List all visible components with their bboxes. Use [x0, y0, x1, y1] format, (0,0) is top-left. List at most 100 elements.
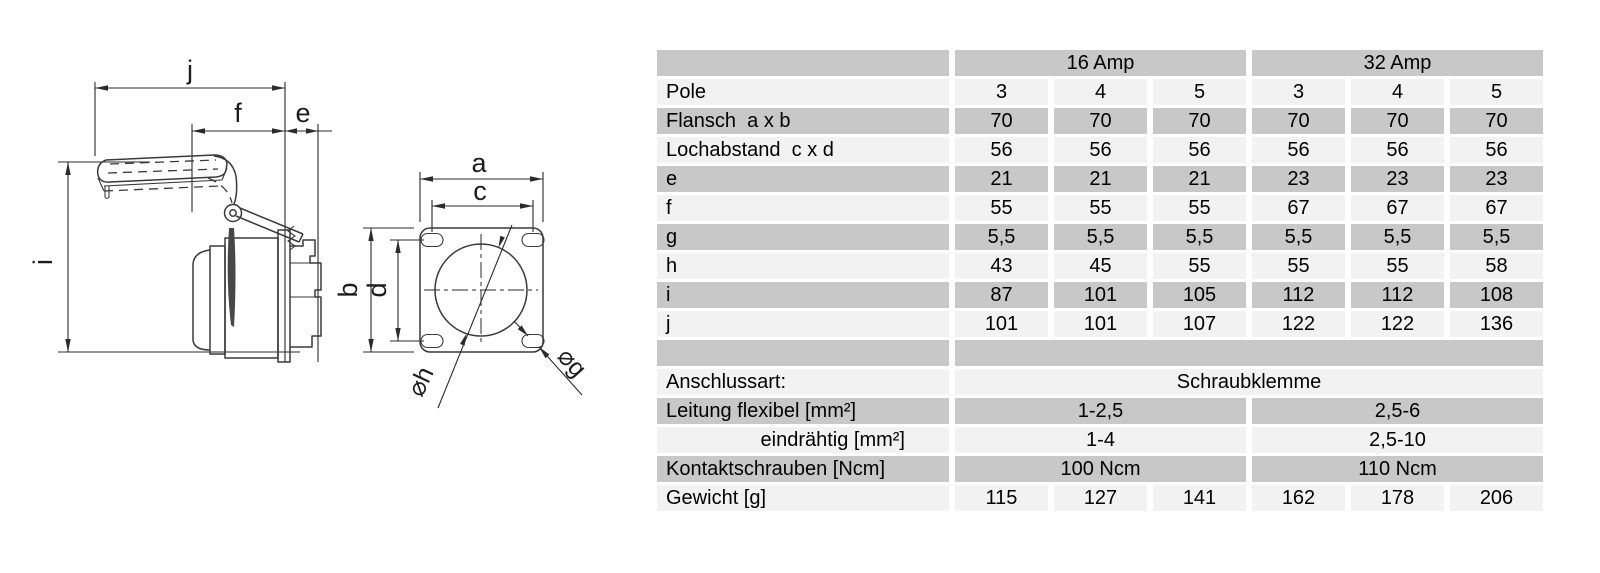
cell: 67	[1450, 195, 1543, 221]
cell: 56	[955, 137, 1048, 163]
cell: 2,5-6	[1252, 398, 1543, 424]
cell: 3	[955, 79, 1048, 105]
cell: 45	[1054, 253, 1147, 279]
cell: 55	[1153, 195, 1246, 221]
cell: 55	[955, 195, 1048, 221]
cell: 56	[1252, 137, 1345, 163]
row-label: Lochabstand c x d	[657, 137, 949, 163]
side-view: j f e i	[28, 55, 332, 363]
table-row-leitung-flexibel: Leitung flexibel [mm²] 1-2,5 2,5-6	[657, 398, 1543, 424]
row-label: e	[657, 166, 949, 192]
cell: 56	[1450, 137, 1543, 163]
cell: 101	[1054, 282, 1147, 308]
dim-label-i: i	[28, 259, 58, 265]
cell: 136	[1450, 311, 1543, 337]
cell: 55	[1351, 253, 1444, 279]
cell: 70	[1450, 108, 1543, 134]
cell	[657, 50, 949, 76]
dim-label-d: d	[362, 282, 392, 297]
dimension-drawing: j f e i	[28, 55, 592, 409]
table-row-gewicht: Gewicht [g] 115 127 141 162 178 206	[657, 485, 1543, 511]
row-label: Gewicht [g]	[657, 485, 949, 511]
table-row-e: e 21 21 21 23 23 23	[657, 166, 1543, 192]
cell: 178	[1351, 485, 1444, 511]
table-row-amp-header: 16 Amp 32 Amp	[657, 50, 1543, 76]
dim-label-a: a	[471, 148, 487, 178]
cell: 56	[1054, 137, 1147, 163]
table-row-g: g 5,5 5,5 5,5 5,5 5,5 5,5	[657, 224, 1543, 250]
cell: 141	[1153, 485, 1246, 511]
cell: 4	[1351, 79, 1444, 105]
table-row-flansch: Flansch a x b 70 70 70 70 70 70	[657, 108, 1543, 134]
row-label: eindrähtig [mm²]	[657, 427, 949, 453]
table-row-eindraehtig: eindrähtig [mm²] 1-4 2,5-10	[657, 427, 1543, 453]
table-row-spacer	[657, 340, 1543, 366]
amp32-header: 32 Amp	[1252, 50, 1543, 76]
cell: 5	[1450, 79, 1543, 105]
dim-label-dia-g: ⌀g	[552, 343, 592, 383]
cell: 101	[1054, 311, 1147, 337]
mount-slot	[420, 333, 444, 349]
dim-label-c: c	[473, 176, 487, 206]
cell	[955, 340, 1543, 366]
row-label: Pole	[657, 79, 949, 105]
row-label: j	[657, 311, 949, 337]
cell: 3	[1252, 79, 1345, 105]
dim-label-f: f	[234, 98, 242, 128]
cell: 108	[1450, 282, 1543, 308]
cell: 107	[1153, 311, 1246, 337]
row-label: h	[657, 253, 949, 279]
cell: 43	[955, 253, 1048, 279]
cell: 206	[1450, 485, 1543, 511]
lid-hinge	[223, 203, 304, 251]
cell: 5,5	[1153, 224, 1246, 250]
table-row-h: h 43 45 55 55 55 58	[657, 253, 1543, 279]
mount-slot	[420, 232, 444, 248]
cell: 127	[1054, 485, 1147, 511]
cell: 101	[955, 311, 1048, 337]
socket-body	[192, 228, 322, 363]
cell: 1-4	[955, 427, 1246, 453]
cell: 56	[1351, 137, 1444, 163]
dia-h-dimension: ⌀h	[402, 224, 513, 409]
cell: 105	[1153, 282, 1246, 308]
table-row-anschlussart: Anschlussart: Schraubklemme	[657, 369, 1543, 395]
cell: 70	[955, 108, 1048, 134]
row-label: Kontaktschrauben [Ncm]	[657, 456, 949, 482]
cell: 5,5	[1351, 224, 1444, 250]
cell: 5,5	[1054, 224, 1147, 250]
cell: 1-2,5	[955, 398, 1246, 424]
cell: 70	[1153, 108, 1246, 134]
cell: 70	[1054, 108, 1147, 134]
cell: 21	[1153, 166, 1246, 192]
cell: 23	[1252, 166, 1345, 192]
cell: 67	[1351, 195, 1444, 221]
dim-label-b: b	[333, 282, 363, 297]
row-label: Flansch a x b	[657, 108, 949, 134]
dim-label-e: e	[295, 98, 310, 128]
cell: 55	[1252, 253, 1345, 279]
amp16-header: 16 Amp	[955, 50, 1246, 76]
cell: 21	[1054, 166, 1147, 192]
dia-g-dimension: ⌀g	[513, 320, 592, 396]
socket-lid	[96, 154, 238, 205]
row-label: i	[657, 282, 949, 308]
cell: 115	[955, 485, 1048, 511]
dim-label-j: j	[186, 55, 193, 85]
cell: 87	[955, 282, 1048, 308]
table-row-i: i 87 101 105 112 112 108	[657, 282, 1543, 308]
cell: 110 Ncm	[1252, 456, 1543, 482]
cell: 56	[1153, 137, 1246, 163]
table-row-f: f 55 55 55 67 67 67	[657, 195, 1543, 221]
table-row-kontaktschrauben: Kontaktschrauben [Ncm] 100 Ncm 110 Ncm	[657, 456, 1543, 482]
cell: 2,5-10	[1252, 427, 1543, 453]
cell: 4	[1054, 79, 1147, 105]
flange-plate	[419, 227, 545, 353]
cell	[657, 340, 949, 366]
cell: 67	[1252, 195, 1345, 221]
cell: 112	[1252, 282, 1345, 308]
cell: 100 Ncm	[955, 456, 1246, 482]
cell: 112	[1351, 282, 1444, 308]
row-label: g	[657, 224, 949, 250]
